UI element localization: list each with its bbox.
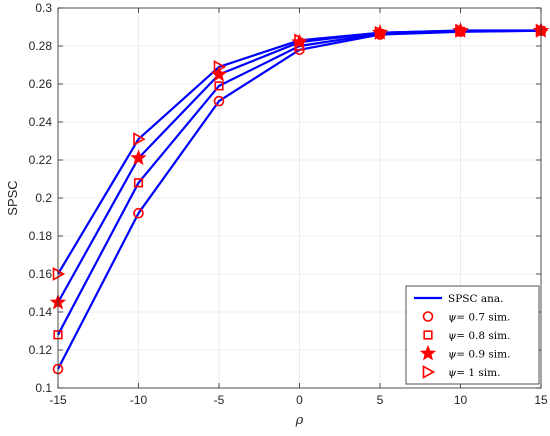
sim-marker-psi-0.9 bbox=[130, 149, 147, 166]
sim-marker-psi-1 bbox=[535, 23, 549, 38]
legend-symbol-triangle-right bbox=[422, 365, 436, 379]
y-tick-label: 0.16 bbox=[29, 267, 53, 281]
y-tick-label: 0.26 bbox=[29, 77, 53, 91]
sim-marker-psi-1 bbox=[455, 23, 468, 38]
legend: SPSC ana. ψ= 0.7 sim. ψ= 0.8 sim. ψ= 0.9 si… bbox=[405, 285, 540, 385]
y-tick-label: 0.12 bbox=[29, 343, 53, 357]
sim-marker-psi-0.9 bbox=[210, 65, 228, 82]
sim-marker-psi-0.7 bbox=[133, 207, 144, 219]
legend-symbol-square bbox=[423, 330, 433, 340]
legend-symbol-circle bbox=[422, 311, 434, 322]
y-tick-label: 0.22 bbox=[29, 153, 53, 167]
sim-marker-psi-1 bbox=[294, 33, 307, 48]
sim-marker-psi-0.8 bbox=[214, 81, 224, 91]
plot-frame bbox=[57, 7, 542, 389]
legend-entry-label: ψ= 1 sim. bbox=[448, 367, 500, 379]
sim-marker-psi-1 bbox=[213, 60, 227, 74]
sim-marker-psi-1 bbox=[133, 132, 146, 146]
y-tick-label: 0.24 bbox=[29, 115, 53, 129]
sim-marker-psi-0.8 bbox=[133, 178, 144, 188]
y-tick-label: 0.28 bbox=[29, 39, 53, 53]
x-tick-label: 5 bbox=[377, 393, 384, 407]
x-tick-label: 10 bbox=[454, 393, 468, 407]
y-tick-label: 0.3 bbox=[35, 1, 52, 15]
y-tick-label: 0.1 bbox=[35, 381, 52, 395]
legend-symbol-star bbox=[419, 344, 437, 361]
legend-entry-label: SPSC ana. bbox=[448, 293, 503, 305]
y-tick-label: 0.18 bbox=[29, 229, 53, 243]
x-tick-label: -5 bbox=[214, 393, 225, 407]
x-tick-label: -15 bbox=[49, 393, 67, 407]
y-tick-label: 0.14 bbox=[29, 305, 53, 319]
legend-entry-label: ψ= 0.9 sim. bbox=[448, 349, 510, 361]
y-axis-label: SPSC bbox=[5, 180, 20, 215]
sim-marker-psi-1 bbox=[52, 267, 66, 281]
legend-box bbox=[405, 285, 540, 385]
sim-marker-psi-1 bbox=[374, 25, 388, 40]
x-tick-label: 0 bbox=[296, 393, 303, 407]
legend-entry-label: ψ= 0.7 sim. bbox=[448, 312, 510, 324]
x-axis-label: ρ bbox=[295, 413, 304, 428]
x-tick-label: 15 bbox=[534, 393, 548, 407]
sim-marker-psi-0.7 bbox=[213, 95, 225, 107]
legend-entry-label: ψ= 0.8 sim. bbox=[448, 330, 510, 342]
y-tick-label: 0.2 bbox=[35, 191, 52, 205]
axis-ticks: -15 -10 -5 0 5 10 15 0.1 0.12 0.14 0.16 0.18 0.2 0.22… bbox=[29, 1, 548, 407]
x-tick-label: -10 bbox=[130, 393, 148, 407]
